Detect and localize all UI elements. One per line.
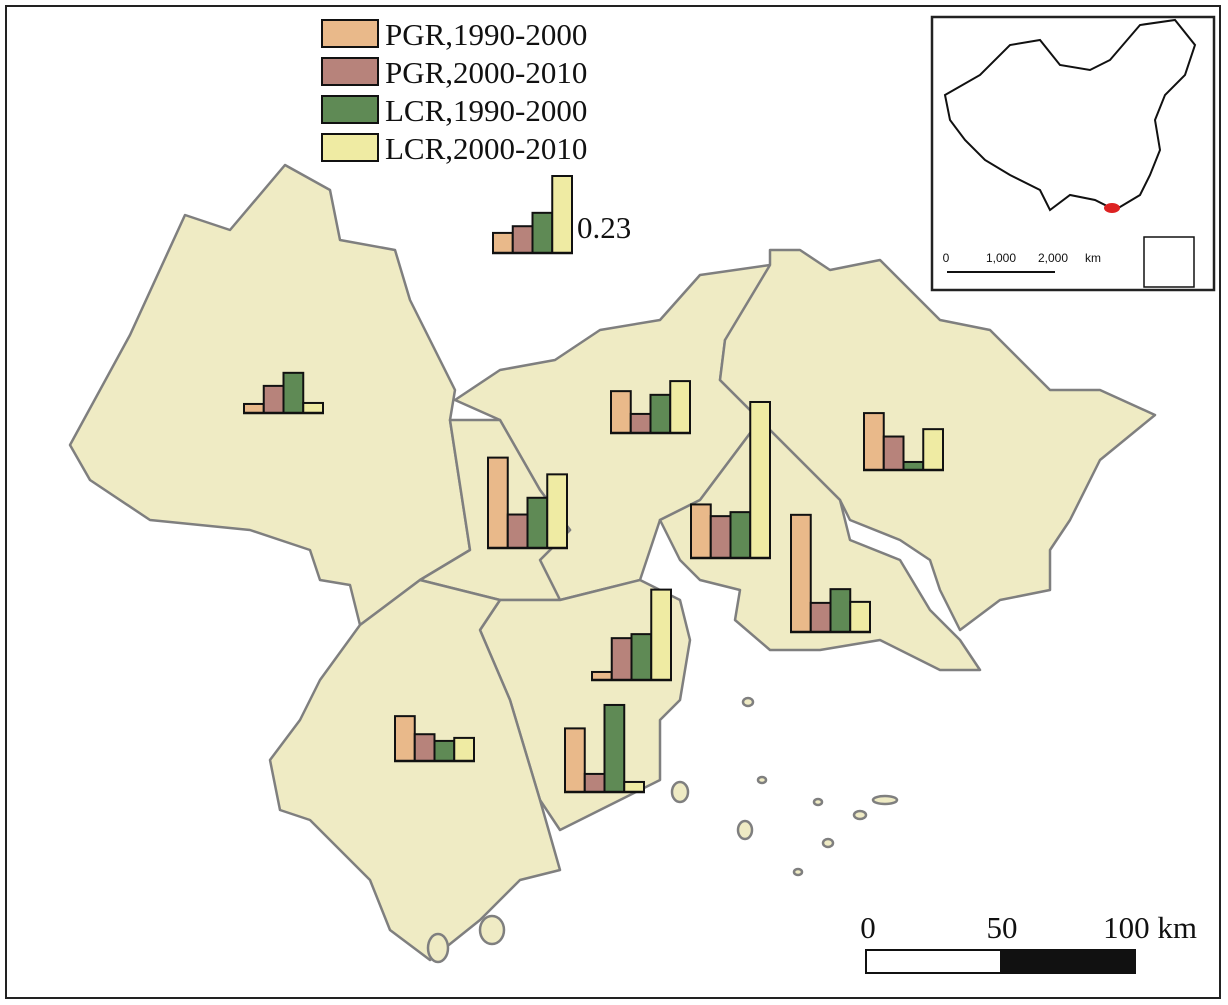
inset-scale-label: 1,000 xyxy=(986,251,1016,265)
legend-swatch xyxy=(321,95,379,124)
region xyxy=(268,578,562,962)
bar xyxy=(433,739,456,762)
bar xyxy=(506,513,529,549)
scale-label: 100 km xyxy=(1103,910,1197,945)
bar xyxy=(809,601,832,633)
bar xyxy=(649,393,672,434)
legend-label: LCR,1990-2000 xyxy=(385,93,587,128)
islands xyxy=(426,696,899,964)
legend-label: PGR,2000-2010 xyxy=(385,55,587,90)
legend-swatch xyxy=(321,19,379,48)
bar xyxy=(922,428,944,472)
bar xyxy=(551,175,573,254)
inset: 0 1,000 2,000 km xyxy=(930,15,1216,292)
study-area xyxy=(1104,203,1120,213)
bar xyxy=(690,503,712,559)
bar xyxy=(623,780,645,794)
scale-label: 50 xyxy=(987,910,1018,945)
bar xyxy=(262,384,285,414)
inset-scale-label: km xyxy=(1085,251,1101,265)
inset-scale-label: 2,000 xyxy=(1038,251,1068,265)
region xyxy=(658,418,982,672)
legend-swatch xyxy=(321,57,379,86)
bar xyxy=(650,588,672,682)
legend-label: LCR,2000-2010 xyxy=(385,131,587,166)
bar xyxy=(610,390,632,434)
bar xyxy=(394,715,416,763)
bar xyxy=(729,511,752,559)
bar xyxy=(630,633,653,681)
bar xyxy=(790,513,812,634)
bar xyxy=(882,435,905,471)
scale-segment xyxy=(1000,949,1136,974)
inset-islands xyxy=(1143,236,1195,288)
bar xyxy=(603,703,626,794)
bar xyxy=(492,231,514,254)
bar xyxy=(302,401,324,414)
scale-segment xyxy=(865,949,1002,974)
bar xyxy=(243,402,265,415)
bar xyxy=(282,371,305,414)
legend-label: PGR,1990-2000 xyxy=(385,17,587,52)
scale-label: 0 xyxy=(860,910,876,945)
bar xyxy=(526,496,549,550)
scale-bar: 0 50 100 km xyxy=(860,910,1197,974)
legend-swatch xyxy=(321,133,379,162)
bar xyxy=(413,733,436,763)
bar xyxy=(709,515,732,559)
bar xyxy=(849,600,871,634)
china-outline xyxy=(943,18,1197,212)
inset-scale-label: 0 xyxy=(943,251,950,265)
bar xyxy=(531,211,554,254)
bar xyxy=(863,412,885,471)
key-label: 0.23 xyxy=(577,210,631,245)
bar xyxy=(669,380,691,435)
bar xyxy=(511,225,534,254)
bar xyxy=(610,637,633,681)
bar xyxy=(564,727,586,793)
bar xyxy=(629,412,652,434)
bar xyxy=(749,400,771,559)
bar xyxy=(453,736,475,763)
bar xyxy=(487,456,509,550)
bar xyxy=(546,473,568,550)
bar xyxy=(829,588,852,633)
bar xyxy=(583,772,606,794)
